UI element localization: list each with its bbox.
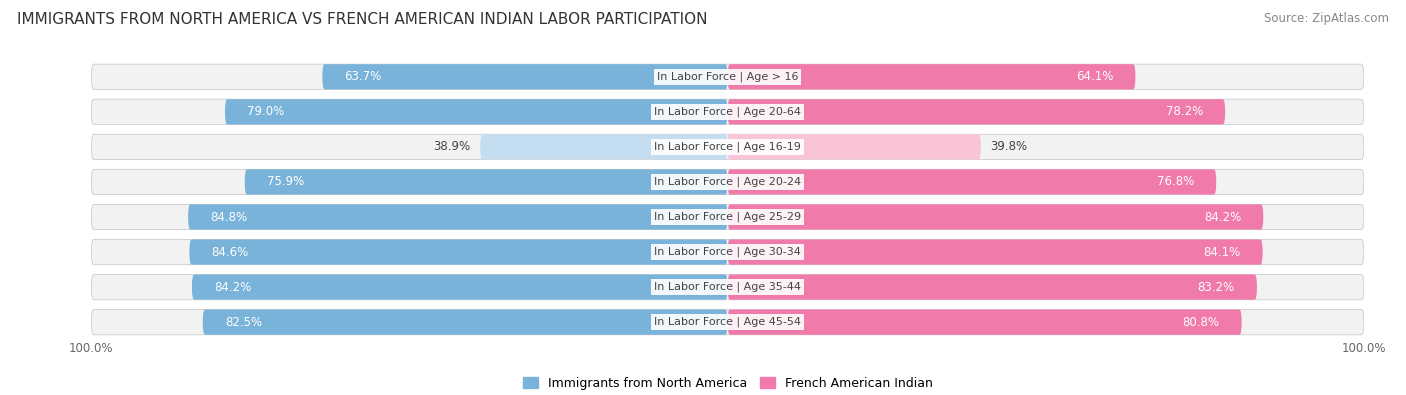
Text: In Labor Force | Age 25-29: In Labor Force | Age 25-29 [654,212,801,222]
FancyBboxPatch shape [91,134,1364,160]
FancyBboxPatch shape [245,169,728,195]
Text: 75.9%: 75.9% [267,175,304,188]
Text: 39.8%: 39.8% [990,140,1028,153]
Text: 76.8%: 76.8% [1157,175,1194,188]
FancyBboxPatch shape [728,64,1136,89]
Text: In Labor Force | Age 16-19: In Labor Force | Age 16-19 [654,142,801,152]
Text: 80.8%: 80.8% [1182,316,1219,329]
FancyBboxPatch shape [190,239,728,265]
Text: In Labor Force | Age 30-34: In Labor Force | Age 30-34 [654,247,801,257]
Text: In Labor Force | Age 20-24: In Labor Force | Age 20-24 [654,177,801,187]
FancyBboxPatch shape [728,275,1257,300]
Text: 38.9%: 38.9% [433,140,471,153]
Legend: Immigrants from North America, French American Indian: Immigrants from North America, French Am… [517,372,938,395]
Text: In Labor Force | Age 45-54: In Labor Force | Age 45-54 [654,317,801,327]
FancyBboxPatch shape [91,64,1364,89]
FancyBboxPatch shape [91,310,1364,335]
FancyBboxPatch shape [91,275,1364,300]
FancyBboxPatch shape [202,310,728,335]
FancyBboxPatch shape [728,169,1216,195]
FancyBboxPatch shape [728,204,1264,229]
Text: 84.6%: 84.6% [212,246,249,259]
Text: 78.2%: 78.2% [1166,105,1204,118]
Text: 63.7%: 63.7% [344,70,382,83]
Text: 82.5%: 82.5% [225,316,262,329]
Text: In Labor Force | Age > 16: In Labor Force | Age > 16 [657,71,799,82]
Text: 64.1%: 64.1% [1076,70,1114,83]
FancyBboxPatch shape [322,64,728,89]
FancyBboxPatch shape [91,204,1364,229]
Text: IMMIGRANTS FROM NORTH AMERICA VS FRENCH AMERICAN INDIAN LABOR PARTICIPATION: IMMIGRANTS FROM NORTH AMERICA VS FRENCH … [17,12,707,27]
Text: In Labor Force | Age 35-44: In Labor Force | Age 35-44 [654,282,801,292]
FancyBboxPatch shape [728,99,1225,124]
FancyBboxPatch shape [91,239,1364,265]
FancyBboxPatch shape [191,275,728,300]
FancyBboxPatch shape [91,169,1364,195]
FancyBboxPatch shape [728,310,1241,335]
FancyBboxPatch shape [91,99,1364,124]
Text: Source: ZipAtlas.com: Source: ZipAtlas.com [1264,12,1389,25]
FancyBboxPatch shape [479,134,728,160]
Text: 84.8%: 84.8% [211,211,247,224]
Text: 83.2%: 83.2% [1198,280,1234,293]
Text: 84.2%: 84.2% [1204,211,1241,224]
Text: 84.1%: 84.1% [1204,246,1240,259]
FancyBboxPatch shape [728,239,1263,265]
Text: In Labor Force | Age 20-64: In Labor Force | Age 20-64 [654,107,801,117]
Text: 84.2%: 84.2% [214,280,252,293]
Text: 79.0%: 79.0% [247,105,284,118]
FancyBboxPatch shape [728,134,981,160]
FancyBboxPatch shape [188,204,728,229]
FancyBboxPatch shape [225,99,728,124]
